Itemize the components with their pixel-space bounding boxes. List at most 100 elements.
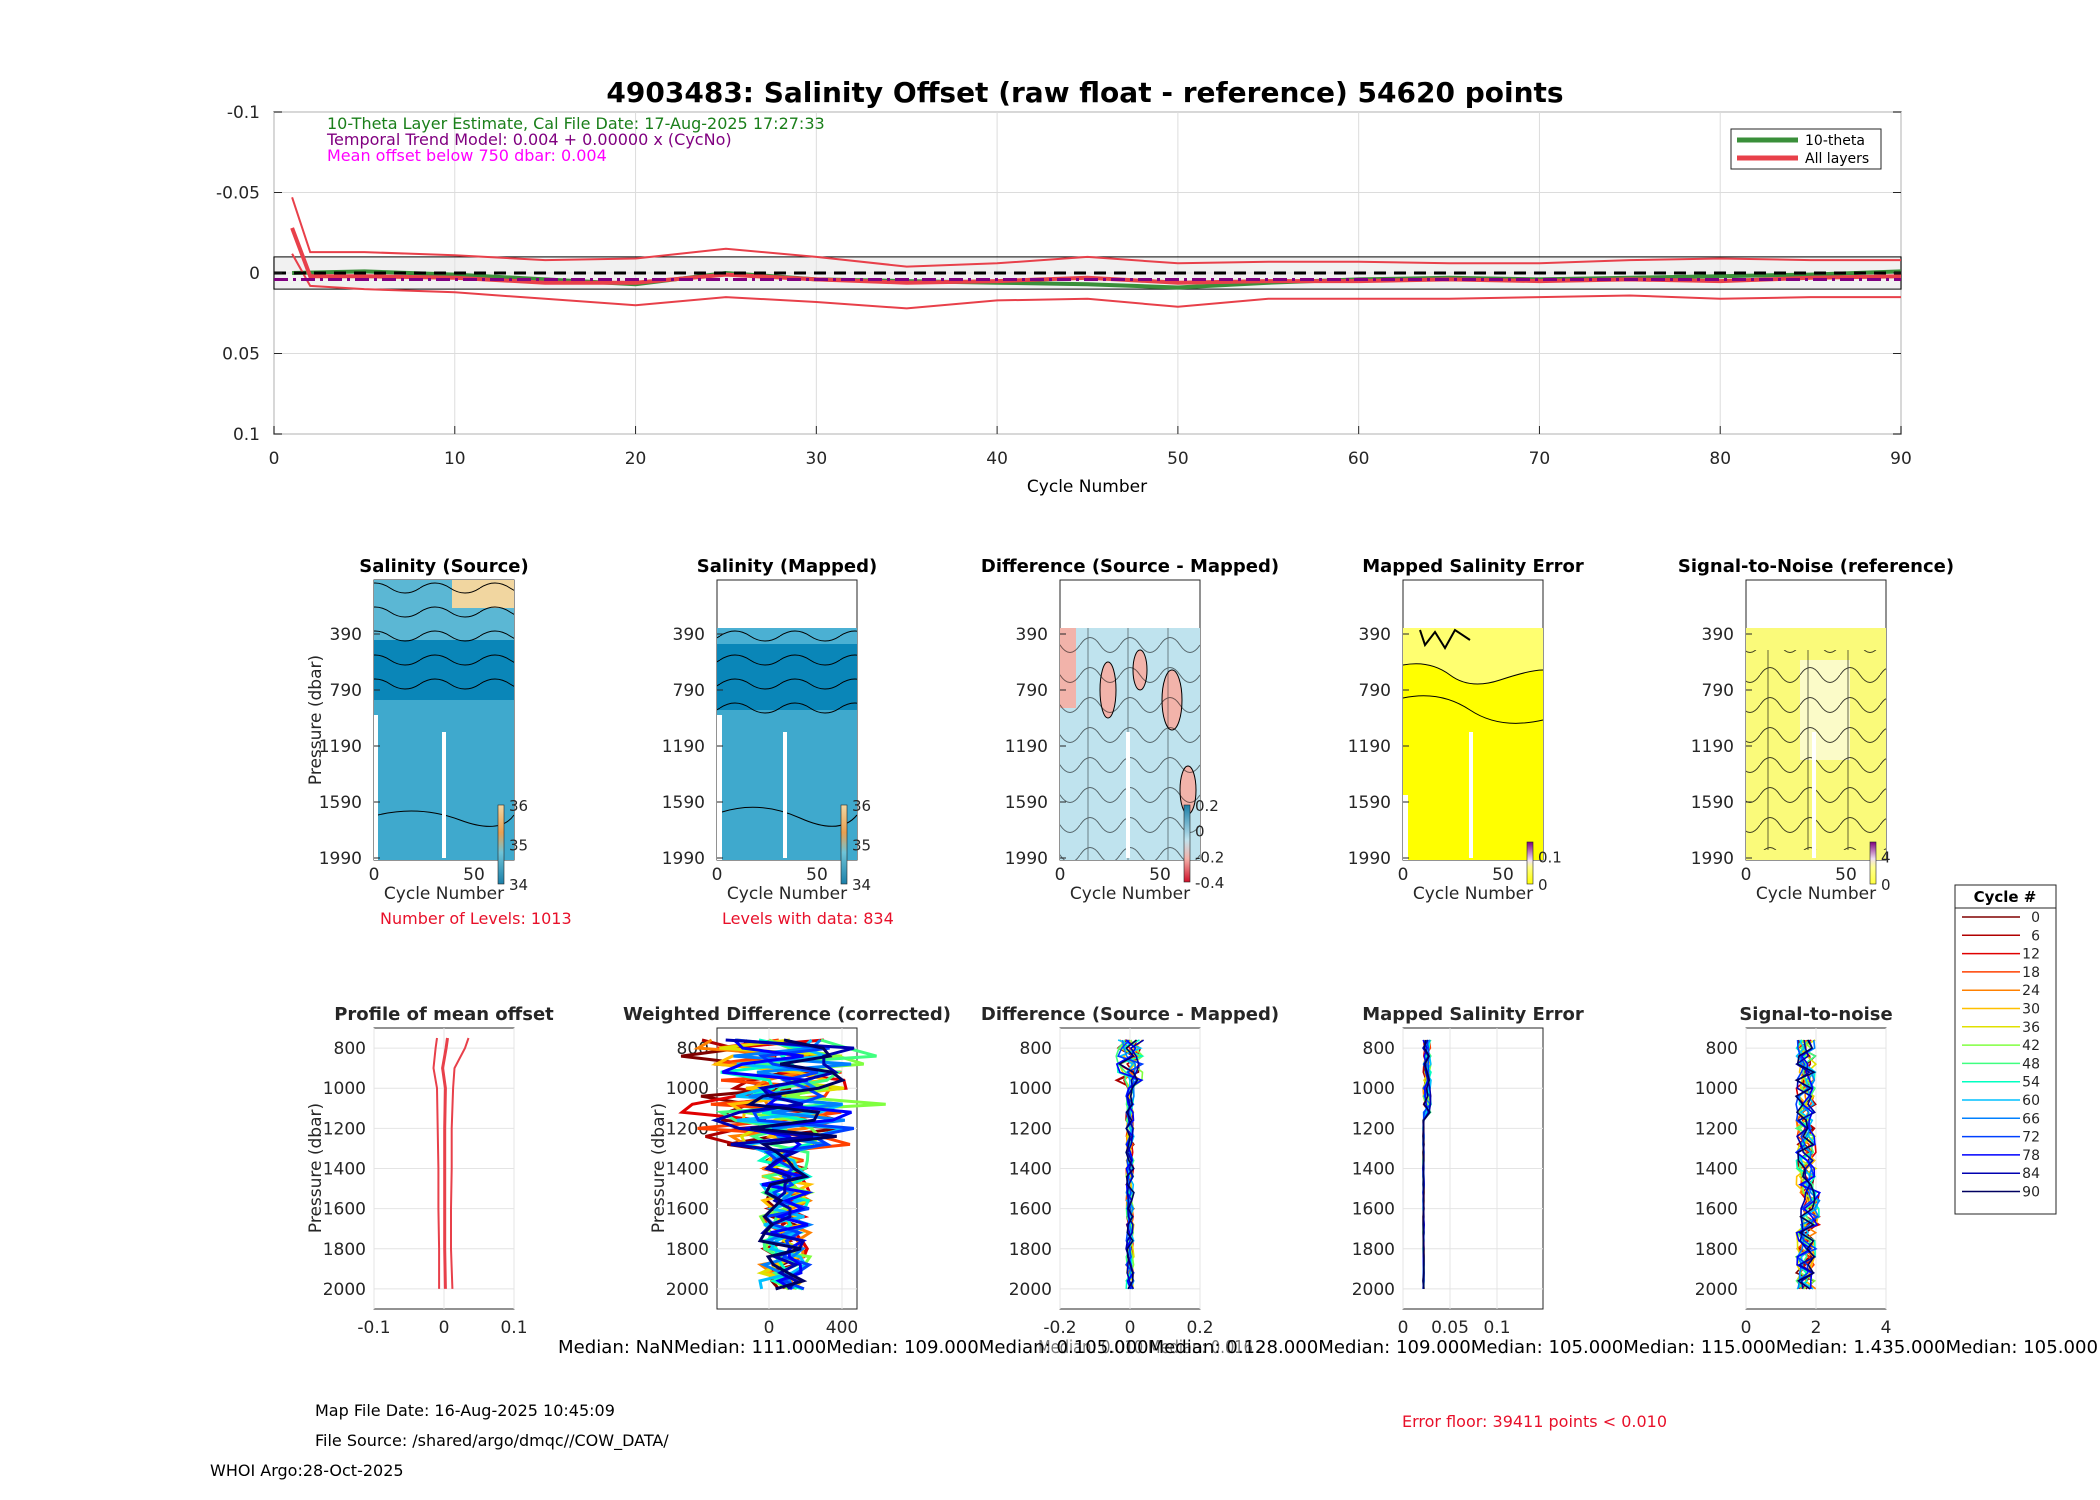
y-tick-label: 1600 xyxy=(666,1200,709,1220)
colorbar-tick-label: 34 xyxy=(852,876,871,894)
x-tick-label: 60 xyxy=(1348,449,1370,469)
colorbar-tick-label: 35 xyxy=(509,837,528,855)
y-tick-label: 1400 xyxy=(1352,1160,1395,1180)
profile-cycle-trace xyxy=(1118,1039,1139,1290)
colorbar-tick-label: 0.1 xyxy=(1538,849,1562,867)
y-tick-label: 1000 xyxy=(323,1079,366,1099)
file-source: File Source: /shared/argo/dmqc//COW_DATA… xyxy=(315,1431,669,1451)
heatmap-gap xyxy=(783,732,787,858)
x-axis-label: Cycle Number xyxy=(384,884,504,904)
cycle-label: 36 xyxy=(2022,1020,2040,1036)
y-axis-label: Pressure (dbar) xyxy=(306,655,326,785)
levels-with-data-note: Levels with data: 834 xyxy=(722,909,894,928)
profile-cycle-trace xyxy=(1115,1039,1144,1290)
x-tick-label: 400 xyxy=(826,1318,858,1338)
profile-cycle-trace xyxy=(715,1038,877,1291)
heatmap-title-mapped-error: Mapped Salinity Error xyxy=(1362,556,1584,577)
profile-title: Profile of mean offset xyxy=(334,1004,554,1025)
heatmap-contours xyxy=(374,580,514,700)
profile-mean-line xyxy=(441,1037,449,1289)
map-file-date: Map File Date: 16-Aug-2025 10:45:09 xyxy=(315,1401,615,1420)
y-tick-label: 0.1 xyxy=(233,425,260,445)
x-tick-label: 0 xyxy=(1741,865,1752,885)
profile-title: Weighted Difference (corrected) xyxy=(623,1004,951,1025)
colorbar-tick-label: 35 xyxy=(852,837,871,855)
y-tick-label: 390 xyxy=(1702,625,1734,645)
profile-title: Difference (Source - Mapped) xyxy=(981,1004,1279,1025)
x-tick-label: 20 xyxy=(625,449,647,469)
cycle-label: 30 xyxy=(2022,1002,2040,1018)
y-tick-label: 790 xyxy=(1359,681,1391,701)
x-axis-label: Cycle Number xyxy=(1070,884,1190,904)
y-tick-label: 790 xyxy=(1016,681,1048,701)
median-overlay: Median: 0.010 Median: 0.016 xyxy=(1038,1337,1253,1358)
annotation-ten-theta: 10-Theta Layer Estimate, Cal File Date: … xyxy=(327,114,825,133)
offset-time-series-panel: 4903483: Salinity Offset (raw float - re… xyxy=(216,76,1912,497)
y-tick-label: 390 xyxy=(1359,625,1391,645)
cycle-legend-entries: 0 6 12 18 24 30 36 42 48 54 60 66 72 78 84 90 xyxy=(1962,910,2040,1201)
y-tick-label: -0.1 xyxy=(227,103,260,123)
y-tick-label: 1400 xyxy=(1695,1160,1738,1180)
cycle-label: 90 xyxy=(2022,1185,2040,1201)
colorbar xyxy=(497,804,505,885)
y-tick-label: 790 xyxy=(330,681,362,701)
y-tick-label: 1800 xyxy=(1695,1240,1738,1260)
heatmap-mapped-error: Mapped Salinity Error xyxy=(1362,556,1584,861)
x-tick-label: 0 xyxy=(1125,1318,1136,1338)
x-tick-label: 70 xyxy=(1529,449,1551,469)
y-tick-label: 1200 xyxy=(1009,1119,1052,1139)
x-tick-label: 30 xyxy=(806,449,828,469)
cycle-label: 48 xyxy=(2022,1056,2040,1072)
cycle-label: 78 xyxy=(2022,1148,2040,1164)
y-tick-label: 1190 xyxy=(1005,737,1048,757)
top-ticks: 0 10 20 30 40 50 60 70 80 90 -0.1 -0.05 0 0.05 0.1 xyxy=(216,103,1912,469)
series-all-layers-upper xyxy=(291,196,1901,268)
y-tick-label: 1590 xyxy=(1348,793,1391,813)
y-tick-label: 1990 xyxy=(1691,849,1734,869)
profile-panel-0: Profile of mean offset 800 1000 1200 1400 160… xyxy=(323,1004,554,1338)
y-axis-label: Pressure (dbar) xyxy=(649,1103,669,1233)
top-series xyxy=(290,196,1902,310)
profile-panel-1: Weighted Difference (corrected)800100012… xyxy=(623,1004,951,1338)
series-all-layers-lower xyxy=(291,253,1901,310)
y-tick-label: 1800 xyxy=(323,1240,366,1260)
heatmap-title-difference: Difference (Source - Mapped) xyxy=(981,556,1279,577)
heatmap-gap xyxy=(1126,732,1130,858)
x-tick-label: 2 xyxy=(1811,1318,1822,1338)
y-tick-label: 1990 xyxy=(662,849,705,869)
y-tick-label: -0.05 xyxy=(216,184,260,204)
y-tick-label: 2000 xyxy=(1352,1280,1395,1300)
profile-panel-2: Difference (Source - Mapped) 800 1000 1200 1… xyxy=(981,1004,1279,1338)
colorbar-tick-label: 0.2 xyxy=(1195,797,1219,815)
x-tick-label: 0 xyxy=(764,1318,775,1338)
y-tick-label: 800 xyxy=(1363,1039,1395,1059)
y-tick-label: 1190 xyxy=(662,737,705,757)
profile-panel-3: Mapped Salinity Error 800 1000 1200 1400 1600… xyxy=(1352,1004,1584,1338)
colorbar-tick-label: 36 xyxy=(852,797,871,815)
profile-upper-line xyxy=(450,1037,470,1289)
cycle-legend-title: Cycle # xyxy=(1974,888,2037,906)
y-tick-label: 1400 xyxy=(1009,1160,1052,1180)
y-tick-label: 1190 xyxy=(319,737,362,757)
x-tick-label: 0.1 xyxy=(1483,1318,1510,1338)
x-tick-label: 50 xyxy=(1149,865,1171,885)
profile-cycle-trace xyxy=(1422,1039,1431,1289)
x-tick-label: 50 xyxy=(1492,865,1514,885)
cycle-label: 72 xyxy=(2022,1130,2040,1146)
profile-title: Mapped Salinity Error xyxy=(1362,1004,1584,1025)
profile-cycle-trace xyxy=(720,1038,838,1291)
colorbar xyxy=(1869,841,1877,885)
y-tick-label: 1590 xyxy=(319,793,362,813)
y-tick-label: 1000 xyxy=(1695,1079,1738,1099)
heatmap-difference: Difference (Source - Mapped) xyxy=(981,556,1279,861)
y-tick-label: 1400 xyxy=(323,1160,366,1180)
y-tick-label: 1000 xyxy=(666,1079,709,1099)
y-tick-label: 1600 xyxy=(1009,1200,1052,1220)
y-tick-label: 2000 xyxy=(1695,1280,1738,1300)
x-tick-label: 50 xyxy=(806,865,828,885)
profile-title: Signal-to-noise xyxy=(1739,1004,1892,1025)
colorbar-tick-label: -0.4 xyxy=(1195,874,1224,892)
y-tick-label: 1800 xyxy=(1009,1240,1052,1260)
x-axis-label: Cycle Number xyxy=(1413,884,1533,904)
